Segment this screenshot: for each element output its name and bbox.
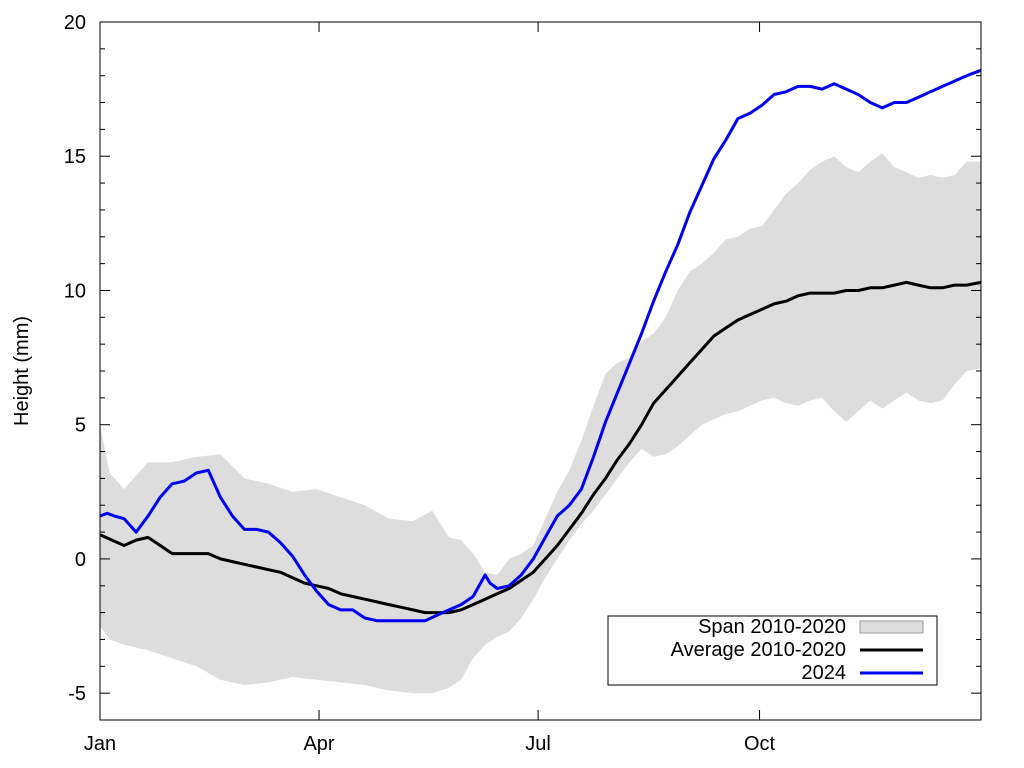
y-tick-label: 0 — [75, 549, 86, 571]
ticks-layer: -5 0 5 10 15 20 Jan Apr Jul Oct — [64, 12, 981, 755]
legend: Span 2010-2020 Average 2010-2020 2024 — [607, 615, 938, 686]
series-band-span — [100, 153, 981, 694]
x-tick-label: Apr — [303, 733, 334, 755]
x-tick-label: Jan — [84, 733, 116, 755]
series-line-average — [99, 280, 982, 615]
y-tick-label: 20 — [64, 12, 86, 34]
x-tick-label: Jul — [525, 733, 551, 755]
y-axis-title: Height (mm) — [11, 316, 33, 426]
series-line-2024 — [99, 68, 982, 623]
y-tick-label: 5 — [75, 415, 86, 437]
legend-label-2024: 2024 — [802, 662, 847, 684]
y-tick-label: 15 — [64, 146, 86, 168]
legend-label-average: Average 2010-2020 — [671, 639, 846, 661]
x-tick-label: Oct — [744, 733, 776, 755]
y-tick-label: -5 — [68, 683, 86, 705]
legend-label-span: Span 2010-2020 — [698, 616, 846, 638]
series-layer — [99, 68, 982, 623]
y-tick-label: 10 — [64, 280, 86, 302]
legend-swatch-span — [859, 620, 924, 634]
span-band-layer — [100, 153, 981, 694]
